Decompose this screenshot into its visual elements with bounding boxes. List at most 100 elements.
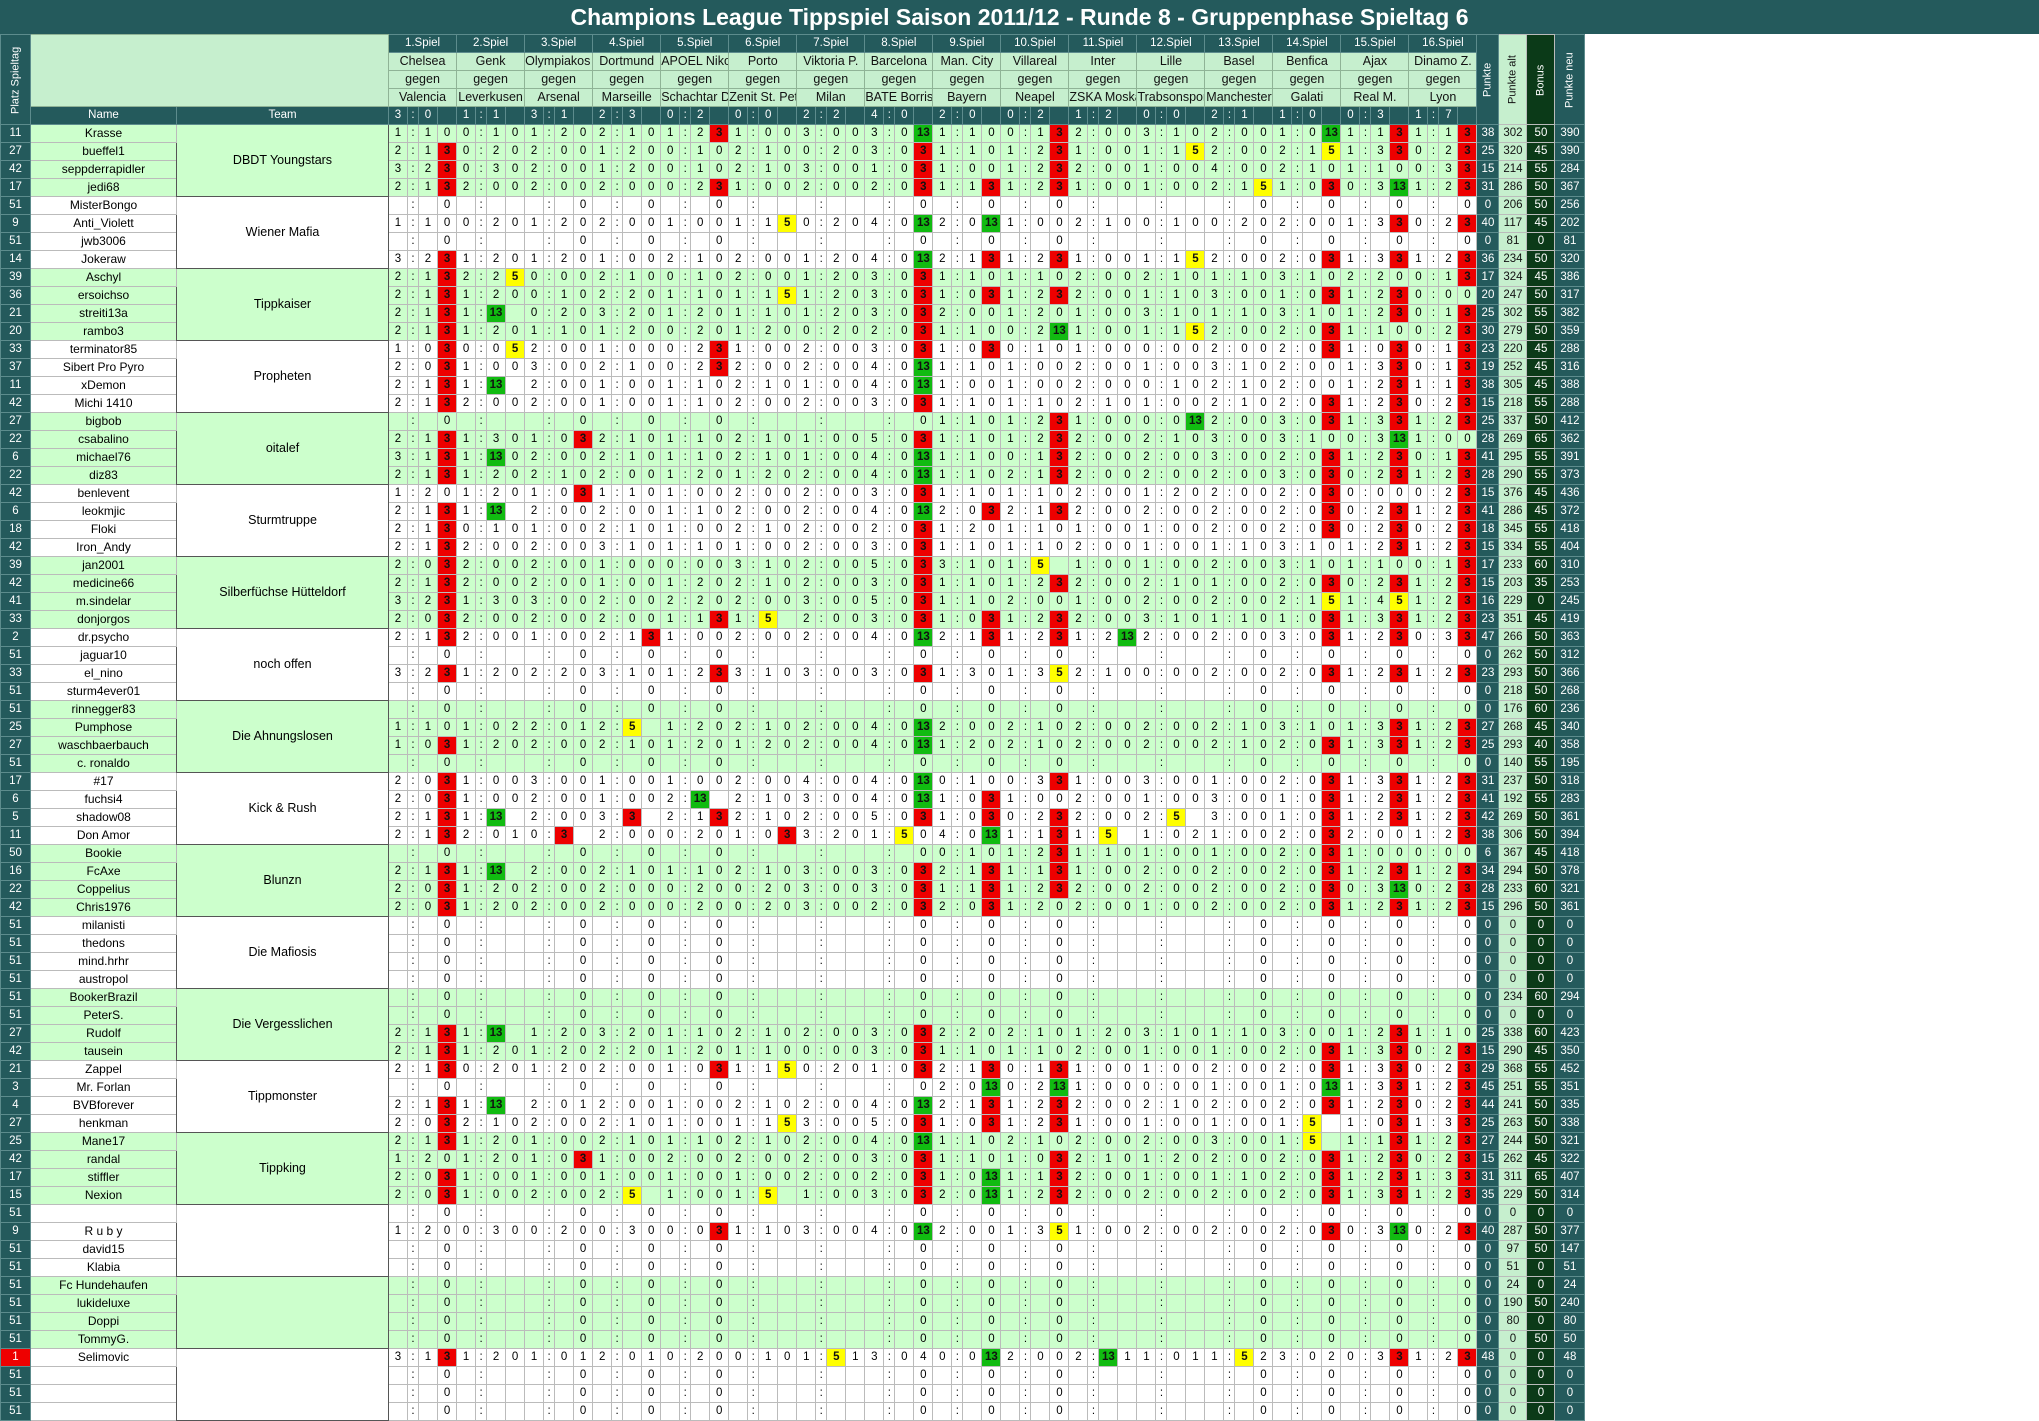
tip-away: [1302, 1276, 1323, 1295]
tip-points: 0: [505, 394, 526, 413]
tip-points: 0: [913, 196, 934, 215]
tip-colon: :: [883, 466, 896, 485]
tip-home: [796, 412, 817, 431]
tip-away: [1166, 1240, 1187, 1259]
tip-away: 2: [1098, 1024, 1119, 1043]
tip-colon: :: [543, 1204, 556, 1223]
tip-points: 0: [641, 700, 662, 719]
tip-colon: :: [1155, 178, 1168, 197]
tip-home: [796, 196, 817, 215]
tip-colon: :: [747, 952, 760, 971]
player-punkte-neu: 436: [1554, 484, 1586, 503]
tip-home: 1: [524, 1132, 545, 1151]
game-home-team: Olympiakos P.: [524, 52, 594, 71]
tip-away: 1: [1234, 178, 1255, 197]
tip-colon: :: [951, 142, 964, 161]
tip-away: 2: [1438, 1042, 1459, 1061]
tip-colon: :: [747, 250, 760, 269]
tip-away: 0: [1030, 358, 1051, 377]
tip-home: 1: [660, 628, 681, 647]
tip-colon: :: [1155, 790, 1168, 809]
tip-home: 3: [864, 1150, 885, 1169]
tip-away: 0: [554, 1132, 575, 1151]
tip-points: 0: [845, 718, 866, 737]
tip-home: [1408, 232, 1429, 251]
tip-home: 2: [932, 1186, 953, 1205]
tip-home: 1: [1204, 1114, 1225, 1133]
tip-points: 3: [913, 1168, 934, 1187]
tip-points: [845, 1330, 866, 1349]
tip-points: 3: [981, 790, 1002, 809]
player-punkte-neu: 361: [1554, 898, 1586, 917]
tip-home: 1: [1136, 322, 1157, 341]
tip-colon: :: [1359, 574, 1372, 593]
tip-home: [660, 682, 681, 701]
tip-points: 0: [1253, 1078, 1274, 1097]
game-away-team: Trabsonspor: [1136, 88, 1206, 107]
tip-away: 2: [486, 1150, 507, 1169]
tip-away: 3: [1438, 1114, 1459, 1133]
tip-home: 3: [524, 358, 545, 377]
tip-away: 13: [486, 304, 507, 323]
tip-points: 0: [981, 232, 1002, 251]
tip-points: 0: [709, 214, 730, 233]
tip-away: 1: [758, 1024, 779, 1043]
tip-away: 0: [1166, 826, 1187, 845]
tip-away: 0: [1302, 250, 1323, 269]
tip-home: [728, 700, 749, 719]
player-punkte-alt: 117: [1498, 214, 1528, 233]
team-name: Die Ahnungslosen: [176, 700, 389, 773]
tip-points: 3: [1321, 1222, 1342, 1241]
tip-points: 0: [1185, 664, 1206, 683]
tip-away: 0: [1166, 790, 1187, 809]
tip-home: 3: [864, 574, 885, 593]
tip-home: 1: [1408, 538, 1429, 557]
tip-home: 1: [660, 574, 681, 593]
tip-points: 0: [777, 772, 798, 791]
tip-points: 0: [1117, 1150, 1138, 1169]
tip-colon: :: [475, 1168, 488, 1187]
tip-points: 0: [845, 304, 866, 323]
result-colon: :: [475, 106, 488, 125]
tip-home: 4: [864, 214, 885, 233]
tip-home: [1272, 1330, 1293, 1349]
tip-away: 2: [486, 322, 507, 341]
tip-home: 2: [660, 1150, 681, 1169]
tip-home: 1: [660, 736, 681, 755]
tip-home: 2: [796, 736, 817, 755]
table-row: 51 mind.hrhr:0::0:0:0:::0:0:0:::0:0:0:0 0 0…: [0, 952, 1586, 971]
tip-away: 0: [690, 772, 711, 791]
tip-colon: :: [1427, 610, 1440, 629]
tip-away: [826, 916, 847, 935]
tip-away: 2: [1438, 862, 1459, 881]
tip-points: 0: [1321, 934, 1342, 953]
tip-home: 3: [932, 556, 953, 575]
tip-colon: :: [747, 376, 760, 395]
tip-away: 1: [1234, 394, 1255, 413]
player-rank: 39: [0, 268, 31, 287]
tip-away: 0: [418, 790, 438, 809]
tip-colon: :: [407, 1276, 419, 1295]
player-punkte-neu: 367: [1554, 178, 1586, 197]
tip-home: [1068, 934, 1089, 953]
tip-colon: :: [1019, 232, 1032, 251]
tip-home: [864, 952, 885, 971]
tip-colon: :: [951, 610, 964, 629]
tip-colon: :: [883, 1330, 896, 1349]
table-row: 51 milanisti Die Mafiosis:0::0:0:0:::0:0:0…: [0, 916, 1586, 989]
tip-home: [1408, 1006, 1429, 1025]
tip-points: 0: [641, 322, 662, 341]
tip-points: 0: [1321, 1024, 1342, 1043]
tip-away: 0: [962, 808, 983, 827]
player-punkte-alt: 263: [1498, 1114, 1528, 1133]
tip-points: 3: [1049, 160, 1070, 179]
tip-colon: :: [1359, 466, 1372, 485]
tip-points: 0: [436, 934, 458, 953]
tip-home: [1340, 646, 1361, 665]
tip-points: 0: [913, 1276, 934, 1295]
tip-colon: :: [611, 1276, 624, 1295]
tip-away: 0: [1166, 628, 1187, 647]
tip-home: 1: [1408, 862, 1429, 881]
tip-home: 1: [932, 340, 953, 359]
tip-away: 1: [1438, 376, 1459, 395]
